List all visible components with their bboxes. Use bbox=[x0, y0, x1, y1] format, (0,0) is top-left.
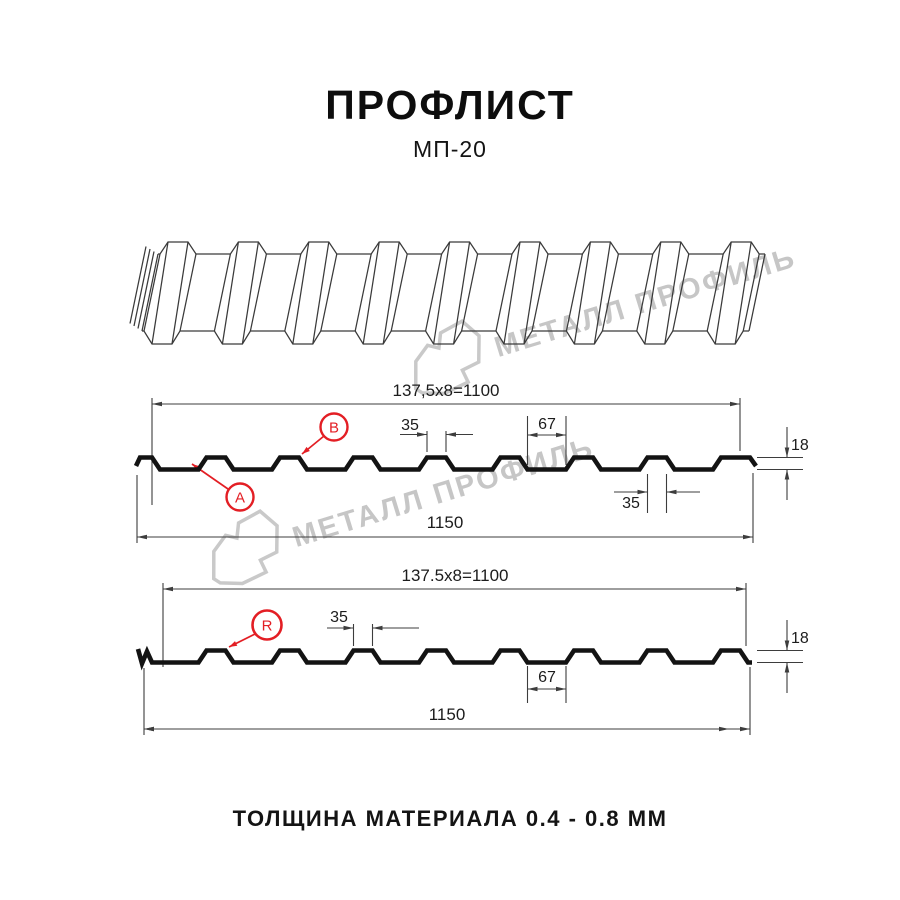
dim-total-width-2: 1150 bbox=[429, 705, 466, 724]
watermark-2: МЕТАЛЛ ПРОФИЛЬ bbox=[212, 432, 598, 586]
dim-rib-top-2: 35 bbox=[330, 609, 348, 626]
dim-rib-bottom-1: 35 bbox=[622, 495, 640, 512]
material-thickness-note: ТОЛЩИНА МАТЕРИАЛА 0.4 - 0.8 ММ bbox=[232, 806, 668, 831]
marker-side-a-label: A bbox=[235, 490, 245, 507]
cross-section-ab: 137,5x8=1100 35 67 18 35 1150 B A bbox=[133, 381, 809, 543]
marker-side-b-label: B bbox=[329, 420, 339, 437]
page-title: ПРОФЛИСТ bbox=[325, 82, 575, 128]
cross-section-r: 137.5x8=1100 35 67 18 1150 R bbox=[135, 566, 809, 735]
profile-3d-view bbox=[129, 241, 766, 345]
marker-side-r-label: R bbox=[262, 618, 273, 635]
profile-model-name: МП-20 bbox=[413, 136, 487, 162]
profile-outline-ab bbox=[133, 455, 758, 472]
dim-valley-1: 67 bbox=[538, 416, 556, 433]
watermark-1: МЕТАЛЛ ПРОФИЛЬ bbox=[414, 242, 800, 396]
dim-module-width-2: 137.5x8=1100 bbox=[402, 566, 509, 585]
dim-rib-top-1: 35 bbox=[401, 417, 419, 434]
marker-side-a: A bbox=[225, 482, 255, 512]
metall-profil-logo-icon bbox=[212, 509, 279, 586]
marker-side-b: B bbox=[319, 412, 349, 442]
watermark-text: МЕТАЛЛ ПРОФИЛЬ bbox=[289, 432, 598, 554]
dim-total-width-1: 1150 bbox=[427, 513, 464, 532]
dim-height-1: 18 bbox=[791, 437, 809, 454]
dim-valley-2: 67 bbox=[538, 669, 556, 686]
dim-height-2: 18 bbox=[791, 630, 809, 647]
metall-profil-logo-icon bbox=[414, 319, 481, 396]
profile-outline-r bbox=[135, 645, 752, 671]
dim-module-width-1: 137,5x8=1100 bbox=[393, 381, 500, 400]
marker-side-r: R bbox=[251, 609, 283, 641]
